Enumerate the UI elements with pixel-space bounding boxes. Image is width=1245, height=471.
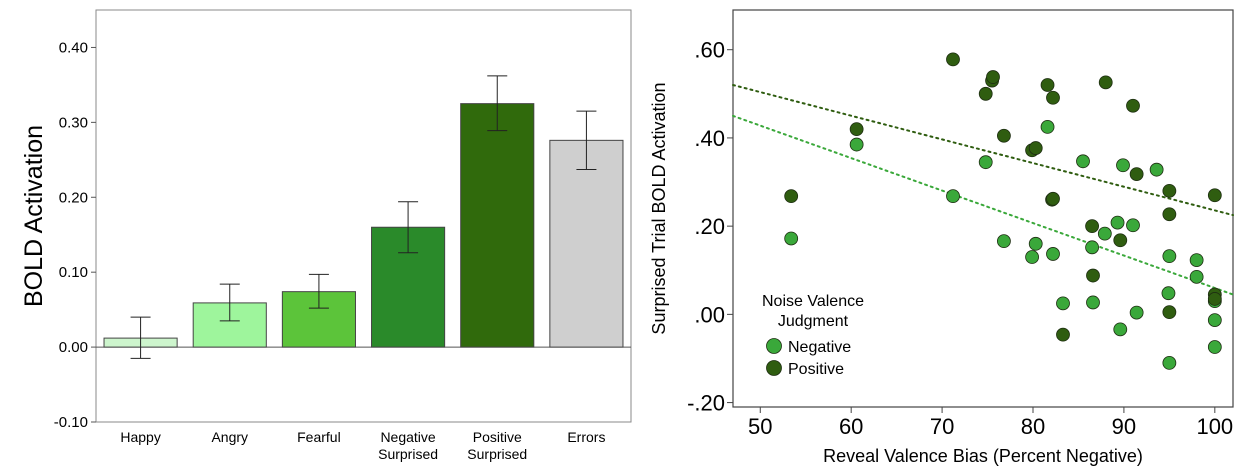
trend-line bbox=[732, 83, 1234, 217]
data-point bbox=[1085, 219, 1099, 234]
x-tick-label: 80 bbox=[1021, 414, 1045, 439]
data-point bbox=[1028, 141, 1043, 155]
data-point bbox=[1028, 236, 1043, 251]
data-point bbox=[1116, 158, 1130, 173]
data-point bbox=[849, 122, 864, 137]
plot-frame bbox=[732, 9, 1234, 408]
data-point bbox=[1076, 154, 1090, 169]
data-point bbox=[1149, 162, 1164, 177]
y-tick-label: 0.40 bbox=[59, 39, 88, 56]
data-point bbox=[1086, 268, 1100, 283]
x-tick-label: 100 bbox=[1196, 414, 1233, 439]
data-point bbox=[1126, 98, 1140, 113]
y-axis-title: BOLD Activation bbox=[20, 125, 48, 307]
plot-frame bbox=[95, 9, 632, 423]
data-point bbox=[986, 70, 1000, 84]
data-point bbox=[1113, 233, 1128, 248]
y-tick-label: -0.10 bbox=[54, 414, 88, 431]
data-point bbox=[1085, 240, 1099, 255]
data-point bbox=[1162, 207, 1177, 222]
data-point bbox=[1126, 218, 1140, 233]
x-tick-label: 60 bbox=[839, 414, 863, 439]
data-point bbox=[1162, 183, 1177, 198]
x-category-label: Negative bbox=[380, 429, 435, 445]
data-point bbox=[784, 231, 799, 246]
data-point bbox=[997, 128, 1011, 143]
y-tick-label: 0.30 bbox=[59, 114, 88, 131]
data-point bbox=[1161, 286, 1176, 301]
data-point bbox=[1162, 305, 1177, 320]
y-tick-label: 0.00 bbox=[59, 339, 88, 356]
data-point bbox=[1097, 226, 1112, 241]
scatter-chart-panel: .60 .40 .20 .00 -.20 50 60 70 80 90 100 Noise Valen… bbox=[649, 9, 1234, 466]
y-tick-label: .20 bbox=[694, 214, 725, 239]
data-point bbox=[1207, 313, 1222, 328]
data-point bbox=[1046, 191, 1060, 206]
x-category-label: Errors bbox=[567, 429, 605, 445]
data-point bbox=[978, 86, 993, 101]
x-category-label: Positive bbox=[473, 429, 522, 445]
legend-swatch bbox=[766, 338, 782, 354]
y-tick-label: 0.10 bbox=[59, 264, 88, 281]
legend-label: Positive bbox=[788, 361, 844, 378]
x-tick-label: 50 bbox=[748, 414, 772, 439]
data-point bbox=[1207, 340, 1222, 354]
data-point bbox=[849, 137, 864, 152]
legend-label: Negative bbox=[788, 339, 851, 356]
data-point bbox=[1129, 305, 1144, 320]
data-point bbox=[1189, 253, 1204, 268]
legend-title: Judgment bbox=[778, 313, 849, 330]
legend-title: Noise Valence bbox=[762, 293, 864, 310]
x-category-label: Fearful bbox=[297, 429, 341, 445]
y-tick-label: 0.20 bbox=[59, 189, 88, 206]
data-point bbox=[946, 189, 960, 204]
data-point bbox=[1110, 215, 1125, 230]
y-tick-label: .00 bbox=[694, 302, 725, 327]
bar bbox=[192, 302, 267, 348]
data-point bbox=[1098, 75, 1113, 90]
x-category-label: Happy bbox=[120, 429, 160, 445]
data-point bbox=[946, 52, 960, 67]
data-point bbox=[997, 234, 1011, 249]
y-axis-title: Surprised Trial BOLD Activation bbox=[649, 82, 669, 334]
data-point bbox=[1207, 292, 1222, 306]
data-point bbox=[784, 189, 799, 204]
x-tick-label: 70 bbox=[930, 414, 954, 439]
x-axis-title: Reveal Valence Bias (Percent Negative) bbox=[823, 446, 1143, 466]
y-tick-label: .40 bbox=[694, 126, 725, 151]
data-point bbox=[1056, 327, 1070, 342]
x-tick-label: 90 bbox=[1112, 414, 1136, 439]
data-point bbox=[1056, 296, 1070, 311]
data-point bbox=[1189, 269, 1204, 284]
data-point bbox=[1046, 90, 1060, 105]
bar bbox=[460, 103, 535, 348]
y-tick-label: .60 bbox=[694, 38, 725, 63]
trend-line bbox=[732, 114, 1234, 296]
data-point bbox=[1113, 322, 1128, 337]
x-category-label: Angry bbox=[211, 429, 248, 445]
y-tick-label: -.20 bbox=[687, 391, 725, 416]
data-point bbox=[1046, 247, 1060, 261]
data-point bbox=[1040, 78, 1055, 92]
x-category-label: Surprised bbox=[467, 446, 527, 462]
data-point bbox=[1086, 295, 1100, 310]
x-category-label: Surprised bbox=[378, 446, 438, 462]
bar-chart-panel: -0.10 0.00 0.10 0.20 0.30 0.40 Happy Angry Fearf… bbox=[20, 9, 632, 462]
data-point bbox=[978, 155, 993, 170]
legend-swatch bbox=[766, 360, 782, 376]
data-point bbox=[1162, 249, 1177, 264]
data-point bbox=[1162, 355, 1177, 370]
data-point bbox=[1129, 167, 1144, 181]
data-point bbox=[1207, 188, 1222, 203]
bar bbox=[549, 139, 624, 348]
data-point bbox=[1025, 250, 1039, 264]
data-point bbox=[1040, 119, 1055, 134]
